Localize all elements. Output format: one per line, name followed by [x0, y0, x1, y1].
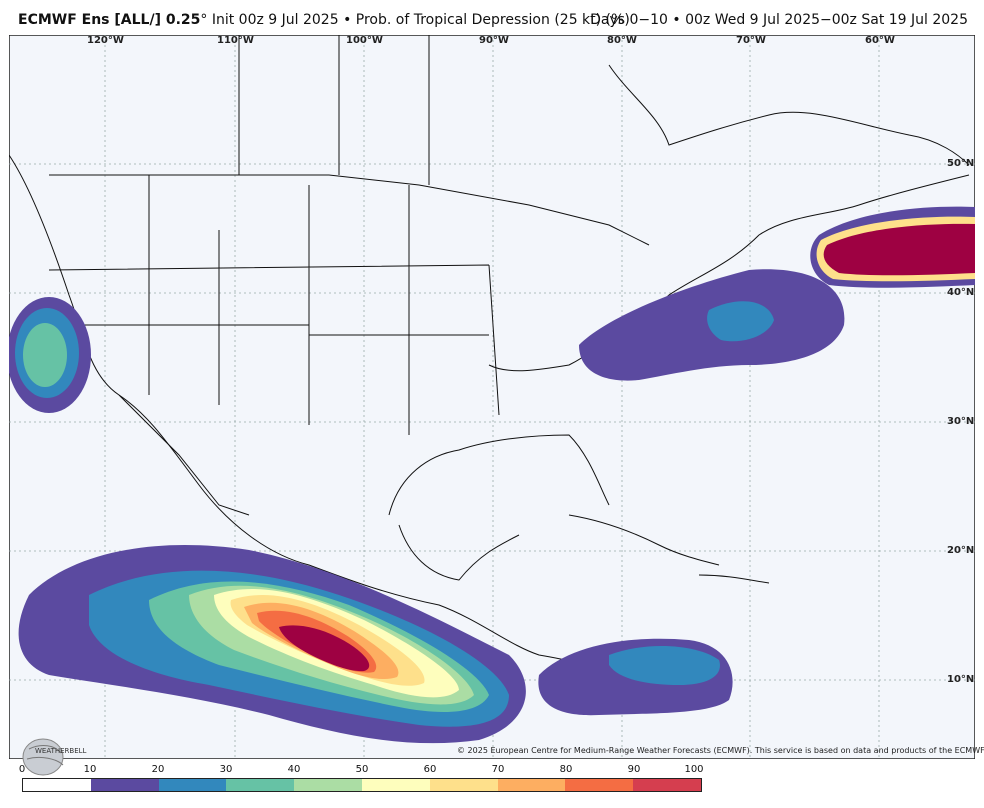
legend-tick-90: 90	[627, 764, 641, 775]
weatherbell-logo: WEATHERBELL	[21, 735, 86, 777]
lat-label-30n: 30°N	[947, 416, 975, 427]
map-title: ECMWF Ens [ALL/] 0.25° Init 00z 9 Jul 20…	[18, 12, 630, 28]
legend-swatch-90-100	[633, 779, 701, 791]
lon-label-60w: 60°W	[865, 35, 895, 46]
lon-label-110w: 110°W	[217, 35, 254, 46]
legend-swatch-0-10	[23, 779, 91, 791]
legend-tick-10: 10	[83, 764, 97, 775]
copyright-text: © 2025 European Centre for Medium-Range …	[457, 746, 984, 755]
legend-swatch-40-50	[294, 779, 362, 791]
lat-label-10n: 10°N	[947, 674, 975, 685]
shading-east-pacific	[18, 545, 526, 744]
logo-text: WEATHERBELL	[35, 747, 87, 755]
legend-tick-50: 50	[355, 764, 369, 775]
graticule	[9, 35, 975, 759]
legend-tick-20: 20	[151, 764, 165, 775]
title-degree: °	[200, 12, 208, 28]
logo-graphic	[22, 738, 64, 776]
title-model: ECMWF Ens [ALL/] 0.25	[18, 12, 201, 28]
legend-swatch-10-20	[90, 779, 159, 791]
lon-label-90w: 90°W	[479, 35, 509, 46]
legend-swatch-60-70	[429, 779, 498, 791]
legend-tick-40: 40	[287, 764, 301, 775]
legend-swatch-20-30	[158, 779, 227, 791]
map-svg	[7, 34, 976, 760]
legend-swatch-70-80	[497, 779, 566, 791]
legend-color-bar	[22, 778, 702, 792]
lon-label-100w: 100°W	[346, 35, 383, 46]
legend-tick-0: 0	[18, 764, 26, 775]
legend-tick-80: 80	[559, 764, 573, 775]
color-legend: 0 10 20 30 40 50 60 70 80 90 100	[18, 764, 704, 804]
title-description: Init 00z 9 Jul 2025 • Prob. of Tropical …	[207, 12, 630, 28]
shading-east-coast	[579, 269, 845, 381]
lat-label-20n: 20°N	[947, 545, 975, 556]
legend-tick-60: 60	[423, 764, 437, 775]
legend-tick-30: 30	[219, 764, 233, 775]
header: ECMWF Ens [ALL/] 0.25° Init 00z 9 Jul 20…	[0, 0, 984, 34]
lat-label-50n: 50°N	[947, 158, 975, 169]
lon-label-70w: 70°W	[736, 35, 766, 46]
map-panel: 120°W 110°W 100°W 90°W 80°W 70°W 60°W 50…	[7, 34, 984, 776]
shading-pacific-west	[7, 297, 91, 413]
legend-tick-100: 100	[684, 764, 704, 775]
lat-label-40n: 40°N	[947, 287, 975, 298]
coastlines	[8, 35, 970, 676]
shading-north-atlantic	[810, 206, 975, 288]
legend-swatch-80-90	[565, 779, 634, 791]
lon-label-80w: 80°W	[607, 35, 637, 46]
shading-central-america	[538, 638, 733, 716]
legend-swatch-30-40	[226, 779, 295, 791]
legend-tick-70: 70	[491, 764, 505, 775]
valid-period: Days 0−10 • 00z Wed 9 Jul 2025−00z Sat 1…	[590, 12, 968, 28]
lon-label-120w: 120°W	[87, 35, 124, 46]
legend-swatch-50-60	[361, 779, 430, 791]
